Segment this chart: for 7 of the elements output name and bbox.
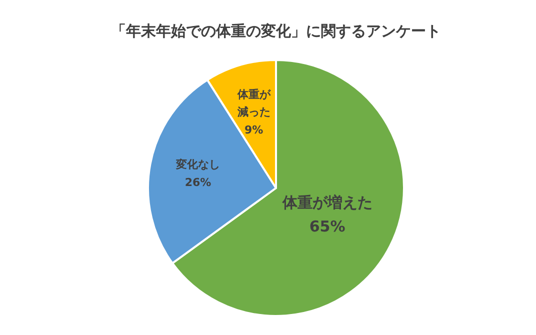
chart-title: 「年末年始での体重の変化」に関するアンケート <box>111 22 441 40</box>
slice-label: 体重が減った <box>236 88 272 119</box>
data-label: 9% <box>244 123 264 136</box>
data-label: 26% <box>184 176 212 189</box>
slice-label: 体重が増えた <box>281 193 372 212</box>
data-label: 65% <box>309 217 346 236</box>
slice-label: 変化なし <box>175 158 220 172</box>
